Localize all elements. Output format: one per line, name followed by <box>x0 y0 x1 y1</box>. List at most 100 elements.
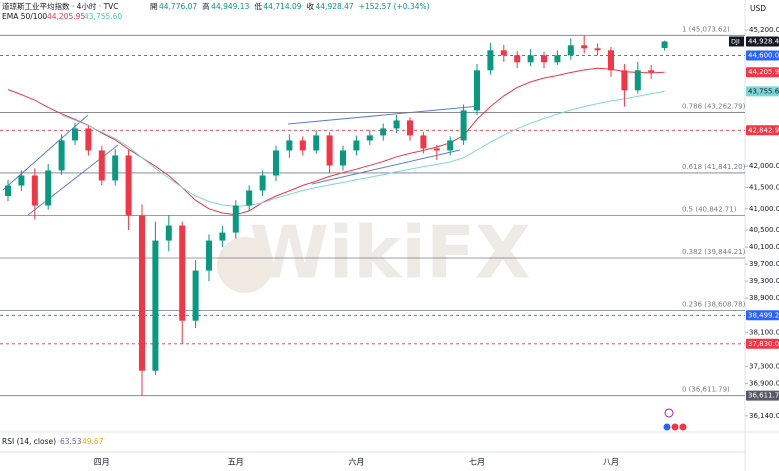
y-tick-label: 39,700.00 <box>749 260 779 268</box>
ohlc-label: 收 <box>307 1 315 11</box>
candle-body <box>5 185 11 197</box>
fib-label: 0.618 (41,841.20) <box>682 163 746 171</box>
x-tick-label: 五月 <box>228 458 244 467</box>
event-icon[interactable] <box>679 423 687 431</box>
ohlc-value: 44,949.13 <box>211 2 249 11</box>
fib-label: 0 (36,611.79) <box>682 386 730 394</box>
y-tick-label: 45,200.00 <box>749 26 779 34</box>
fib-label: 0.786 (43,262.79) <box>682 102 746 110</box>
x-tick-label: 四月 <box>94 458 110 467</box>
candle-body <box>366 135 373 141</box>
candle-body <box>634 70 641 91</box>
change: +152.57 (+0.34%) <box>359 2 430 11</box>
price-tag <box>746 36 779 47</box>
ema-line <box>61 90 665 207</box>
ohlc-value: 44,928.47 <box>316 2 354 11</box>
candle-body <box>165 225 172 241</box>
fib-label: 1 (45,073.62) <box>682 25 730 33</box>
candle-body <box>313 135 320 151</box>
rsi-label: RSI (14, close) <box>2 437 56 446</box>
candle-body <box>433 148 440 151</box>
event-icon[interactable] <box>671 423 679 431</box>
candle-body <box>139 215 145 371</box>
candle-body <box>112 155 119 181</box>
price-tag-label: 36,611.79 <box>748 392 779 400</box>
candle-body <box>192 270 199 321</box>
price-tag-label: 37,830.00 <box>748 340 779 348</box>
event-icon[interactable] <box>664 408 674 418</box>
candle-body <box>85 128 92 151</box>
price-tag-label: 44,205.95 <box>748 68 779 76</box>
ohlc-label: 開 <box>150 2 158 11</box>
price-tag <box>746 67 779 78</box>
candle-body <box>420 135 427 149</box>
ema-label: EMA 50/100 <box>2 12 47 21</box>
rsi-value: 49.67 <box>82 437 104 446</box>
y-tick-label: 40,500.00 <box>749 226 779 234</box>
candle-body <box>353 140 360 151</box>
price-tag <box>746 50 779 61</box>
candle-body <box>31 175 38 206</box>
y-tick-label: 38,100.00 <box>749 328 779 336</box>
fib-label: 0.236 (38,608.78) <box>682 301 746 309</box>
candle-body <box>58 140 65 171</box>
candle-body <box>125 155 132 216</box>
candle-body <box>326 135 333 166</box>
candle-body <box>206 240 212 271</box>
watermark: WikiFX <box>249 211 530 295</box>
x-tick-label: 六月 <box>348 457 364 467</box>
candle-body <box>393 120 400 129</box>
candle-body <box>460 110 467 141</box>
ema-value: 43,755.60 <box>84 12 122 21</box>
y-tick-label: 39,300.00 <box>749 277 779 285</box>
candle-body <box>500 50 507 56</box>
candle-body <box>152 240 159 371</box>
candle-body <box>487 50 494 71</box>
symbol: 道琼斯工业平均指数 · 4小时 · TVC <box>2 1 119 11</box>
candle-body <box>246 190 253 206</box>
candle-body <box>527 55 534 63</box>
price-tag-label: 42,842.98 <box>748 126 779 134</box>
x-tick-label: 七月 <box>469 458 485 467</box>
candle-body <box>648 70 655 73</box>
candle-body <box>179 225 186 321</box>
price-tag <box>746 310 779 321</box>
fib-label: 0.5 (40,842.71) <box>682 205 737 213</box>
price-tag-label: 38,499.27 <box>748 311 779 319</box>
candle-body <box>554 55 561 63</box>
candle-body <box>621 70 628 91</box>
candle-body <box>232 205 239 233</box>
candle-body <box>447 140 454 151</box>
candle-body <box>380 128 387 136</box>
candle-body <box>340 150 346 166</box>
price-tag-label: 44,600.00 <box>748 51 779 59</box>
ema-value: 44,205.95 <box>47 12 85 21</box>
candle-body <box>661 41 668 48</box>
y-tick-label: 36,140.00 <box>749 412 779 420</box>
candle-body <box>219 232 226 241</box>
candle-body <box>72 128 78 141</box>
candle-body <box>474 70 480 111</box>
y-tick-label: 40,100.00 <box>749 243 779 251</box>
ticker-label: DJI <box>731 37 740 45</box>
candle-body <box>299 140 306 151</box>
candle-body <box>514 55 521 63</box>
candle-body <box>286 140 293 151</box>
y-tick-label: 36,900.00 <box>749 379 779 387</box>
y-tick-label: 41,000.00 <box>749 205 779 213</box>
candle-body <box>259 175 266 191</box>
event-icon[interactable] <box>663 423 671 431</box>
fib-label: 0.382 (39,844.21) <box>682 248 746 256</box>
ohlc-value: 44,714.09 <box>263 2 301 11</box>
candle-body <box>567 45 574 56</box>
watermark-logo <box>217 237 273 293</box>
ema-line <box>7 67 665 216</box>
ticker-tag <box>729 36 744 47</box>
candle-body <box>541 55 547 63</box>
price-tag <box>746 338 779 349</box>
candle-body <box>407 120 413 136</box>
price-tag <box>746 125 779 136</box>
x-tick-label: 八月 <box>603 458 619 467</box>
ohlc-label: 高 <box>202 1 210 11</box>
